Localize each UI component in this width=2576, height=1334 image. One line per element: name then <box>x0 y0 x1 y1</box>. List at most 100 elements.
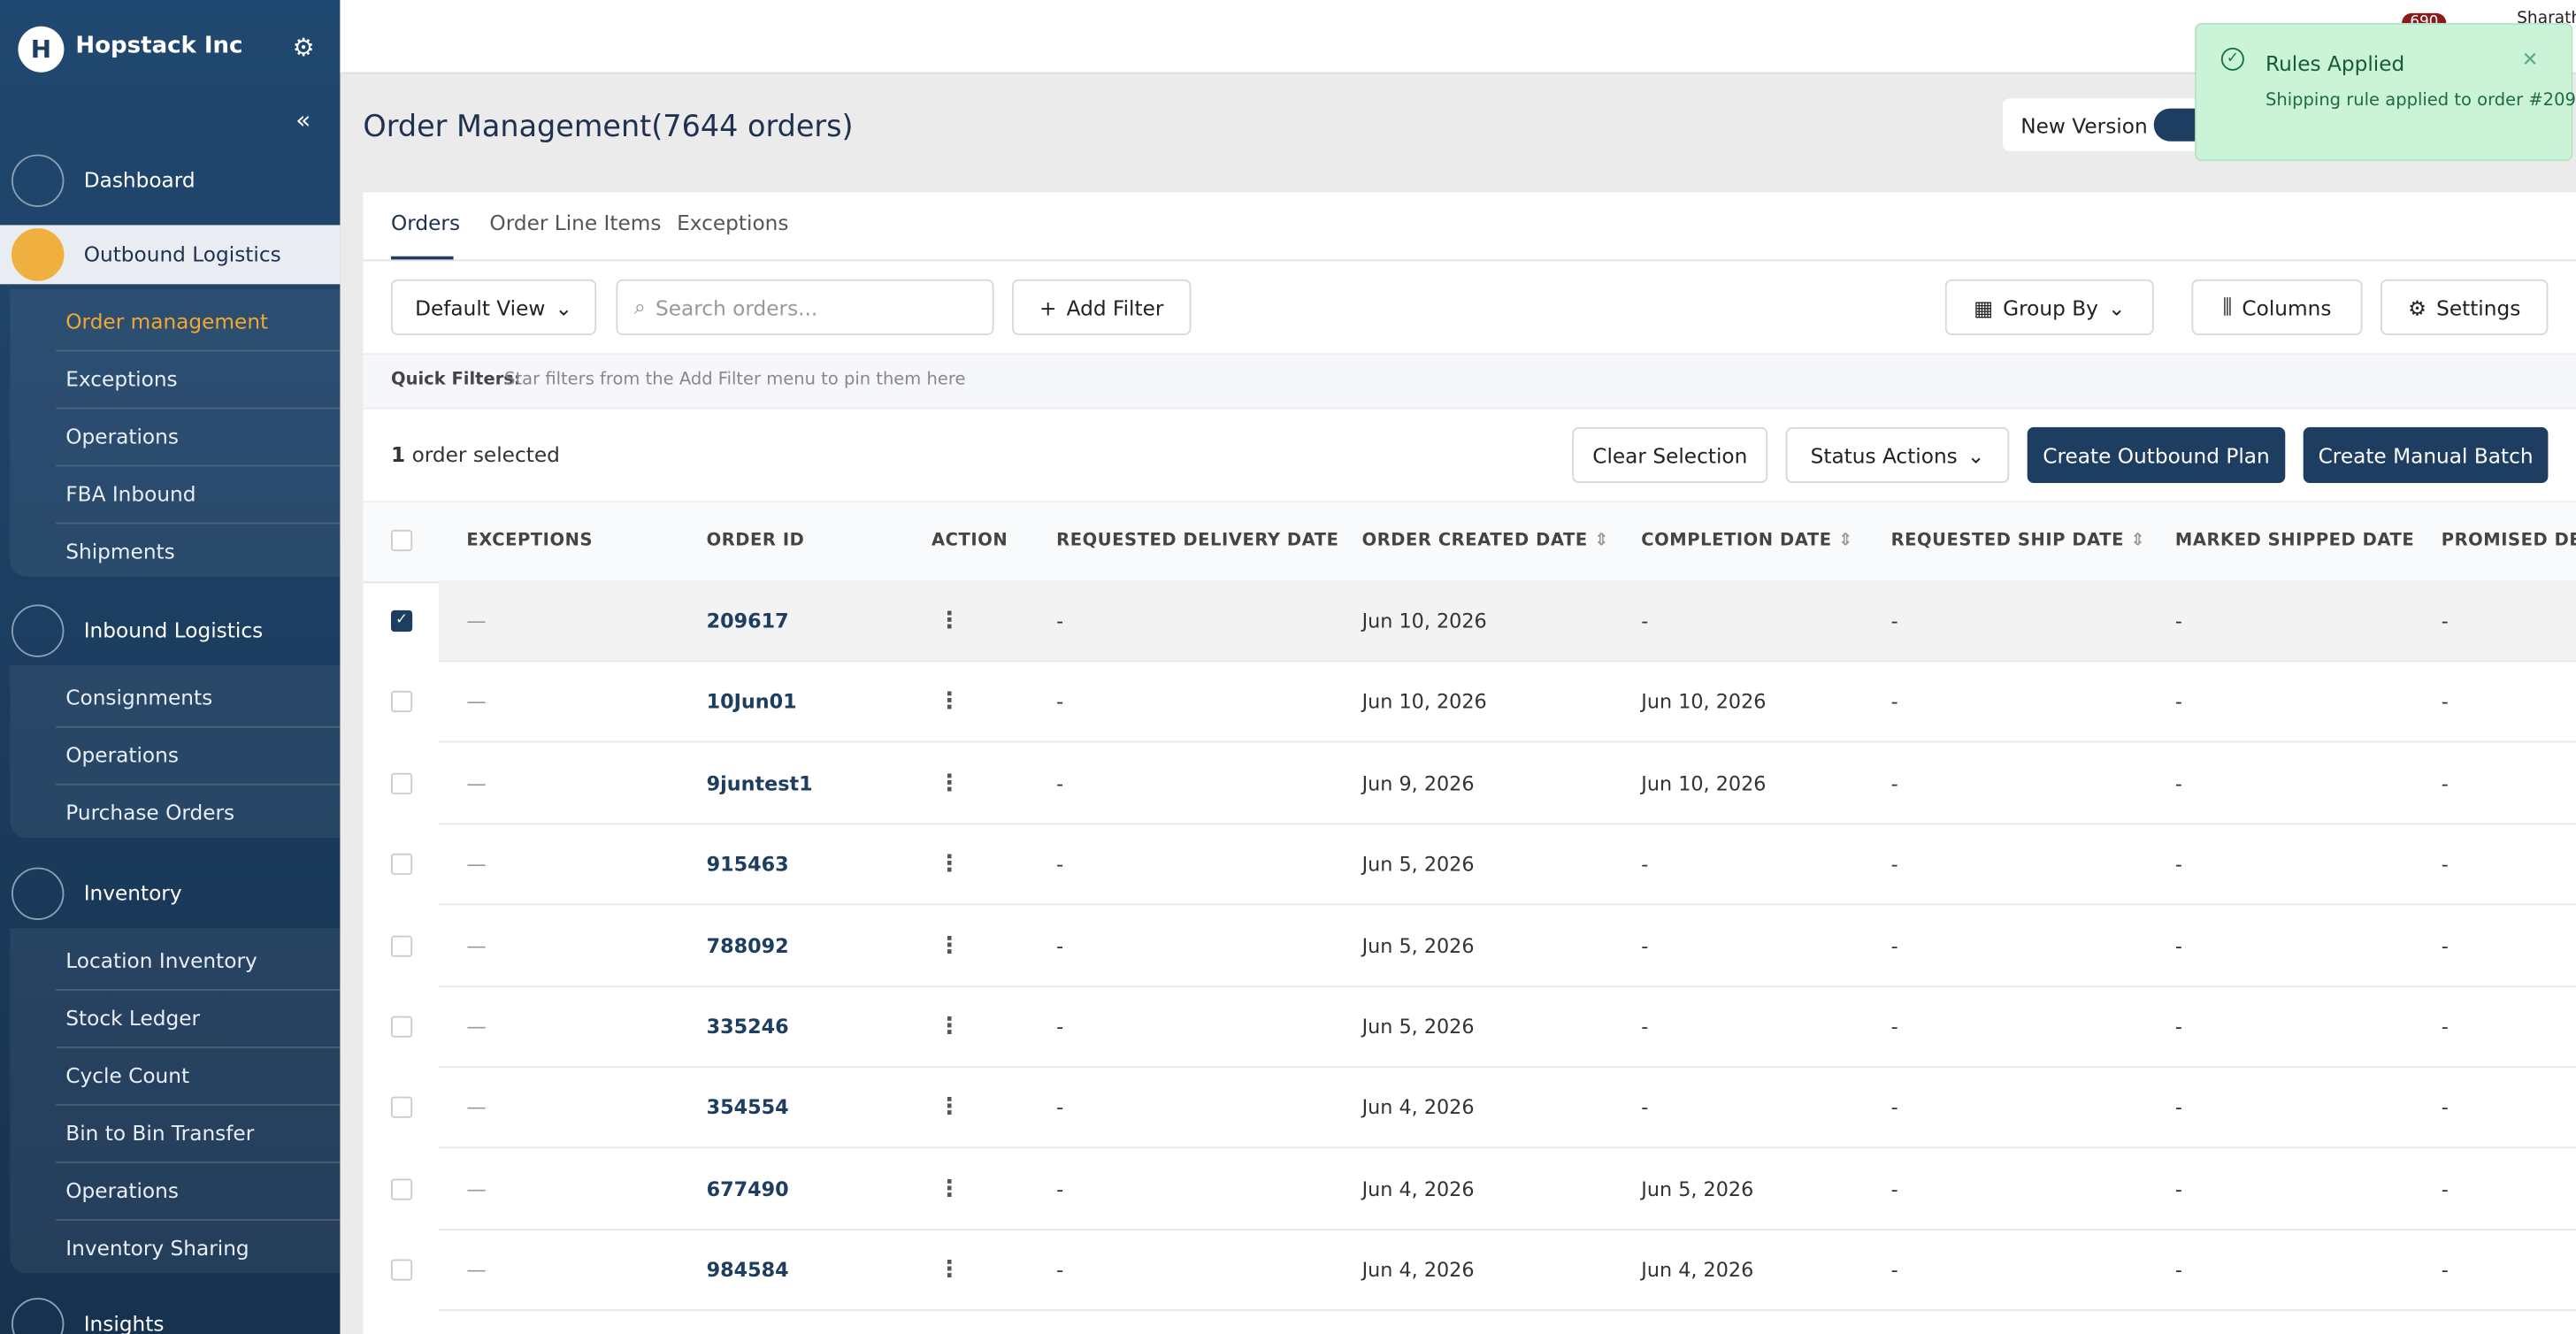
row-divider <box>438 823 2576 824</box>
row-divider <box>438 660 2576 663</box>
row-divider <box>438 1147 2576 1149</box>
nav-divider <box>56 989 341 991</box>
selection-text: order selected <box>411 441 560 467</box>
nav-divider <box>56 1162 341 1163</box>
row-action[interactable]: ⋮ <box>938 1013 962 1040</box>
nav-icon <box>12 1298 65 1334</box>
row-checkbox[interactable] <box>391 1259 413 1281</box>
nav-item[interactable]: Purchase Orders <box>65 800 235 825</box>
nav-item[interactable]: Shipments <box>65 539 175 564</box>
selection-button[interactable]: Status Actions ⌄ <box>1785 426 2010 484</box>
nav-item[interactable]: Operations <box>65 424 179 449</box>
header-checkbox[interactable] <box>391 529 413 552</box>
order-id[interactable]: 9juntest1 <box>706 771 813 795</box>
cell: - <box>1056 933 1064 957</box>
cell: - <box>1056 1258 1064 1282</box>
row-action[interactable]: ⋮ <box>938 932 962 959</box>
tab[interactable]: Order Line Items <box>489 210 662 235</box>
search-input[interactable]: ⌕ Search orders... <box>616 279 994 335</box>
nav-divider <box>56 522 341 525</box>
order-id[interactable]: 335246 <box>706 1015 789 1039</box>
add-filter-label: Add Filter <box>1066 295 1164 320</box>
nav-item[interactable]: Order management <box>65 309 269 334</box>
nav-item[interactable]: Bin to Bin Transfer <box>65 1120 255 1146</box>
add-filter-button[interactable]: + Add Filter <box>1012 279 1192 335</box>
tab[interactable]: Exceptions <box>677 210 789 235</box>
selection-button[interactable]: Clear Selection <box>1572 426 1768 484</box>
columns-button[interactable]: ⫼ Columns <box>2191 279 2363 335</box>
quick-filters-label: Quick Filters: <box>391 369 521 390</box>
row-action[interactable]: ⋮ <box>938 608 962 634</box>
cell: — <box>466 771 487 795</box>
collapse-icon[interactable]: « <box>295 104 311 135</box>
tab[interactable]: Orders <box>391 210 461 235</box>
nav-item[interactable]: Operations <box>65 742 179 768</box>
nav-divider <box>56 1219 341 1221</box>
row-checkbox[interactable] <box>391 1016 413 1038</box>
cell: - <box>1641 1015 1649 1039</box>
cell: - <box>2174 690 2182 714</box>
nav-section[interactable]: Inbound Logistics <box>83 617 264 643</box>
nav-section[interactable]: Inventory <box>83 880 182 906</box>
row-checkbox[interactable] <box>391 1178 413 1200</box>
nav-item[interactable]: Operations <box>65 1177 179 1203</box>
selection-info: 1 order selected <box>391 442 560 467</box>
row-action[interactable]: ⋮ <box>938 1176 962 1203</box>
nav-divider <box>56 407 341 410</box>
toast-close[interactable]: ✕ <box>2521 47 2539 71</box>
nav-item[interactable]: FBA Inbound <box>65 481 196 507</box>
cell: - <box>1056 690 1064 714</box>
row-checkbox[interactable] <box>391 691 413 713</box>
cell: Jun 10, 2026 <box>1641 771 1767 795</box>
nav-item[interactable]: Stock Ledger <box>65 1005 201 1031</box>
row-checkbox[interactable] <box>391 1097 413 1119</box>
cell: - <box>1056 1015 1064 1039</box>
toggle-label: New Version <box>2020 113 2148 139</box>
order-id[interactable]: 209617 <box>706 610 789 633</box>
cell: - <box>1890 853 1898 877</box>
row-checkbox[interactable] <box>391 934 413 957</box>
settings-icon[interactable]: ⚙ <box>292 33 315 63</box>
nav-item[interactable]: Exceptions <box>65 366 178 392</box>
cell: - <box>2174 771 2182 795</box>
cell: - <box>1641 1096 1649 1120</box>
row-action[interactable]: ⋮ <box>938 770 962 797</box>
nav-divider <box>56 349 341 352</box>
nav-section[interactable]: Outbound Logistics <box>83 242 281 266</box>
row-selected-bg <box>438 579 2576 661</box>
settings-button[interactable]: ⚙ Settings <box>2380 279 2549 335</box>
nav-divider <box>56 464 341 467</box>
order-id[interactable]: 354554 <box>706 1096 789 1120</box>
order-id[interactable]: 677490 <box>706 1177 789 1201</box>
nav-item[interactable]: Consignments <box>65 685 213 710</box>
cell: Jun 10, 2026 <box>1361 610 1487 633</box>
cell: Jun 10, 2026 <box>1641 690 1767 714</box>
row-action[interactable]: ⋮ <box>938 688 962 716</box>
nav-section[interactable]: Dashboard <box>83 167 196 193</box>
cell: - <box>1890 1177 1898 1201</box>
quick-filters-bar: Quick Filters: Star filters from the Add… <box>363 353 2576 410</box>
row-action[interactable]: ⋮ <box>938 1094 962 1122</box>
nav-item[interactable]: Location Inventory <box>65 947 257 973</box>
row-checkbox[interactable] <box>391 854 413 876</box>
cell: — <box>466 1015 487 1039</box>
nav-item[interactable]: Inventory Sharing <box>65 1235 249 1261</box>
selection-button[interactable]: Create Outbound Plan <box>2027 426 2286 484</box>
selection-button[interactable]: Create Manual Batch <box>2303 426 2549 484</box>
order-id[interactable]: 915463 <box>706 853 789 877</box>
view-dropdown[interactable]: Default View ⌄ <box>391 279 597 335</box>
nav-item[interactable]: Cycle Count <box>65 1062 190 1088</box>
row-checkbox[interactable]: ✓ <box>391 610 413 632</box>
cell: Jun 5, 2026 <box>1641 1177 1754 1201</box>
order-id[interactable]: 10Jun01 <box>706 690 797 714</box>
row-action[interactable]: ⋮ <box>938 851 962 878</box>
row-action[interactable]: ⋮ <box>938 1257 962 1284</box>
group-by-button[interactable]: ▦ Group By ⌄ <box>1944 279 2154 335</box>
row-checkbox[interactable] <box>391 772 413 794</box>
order-id[interactable]: 984584 <box>706 1258 789 1282</box>
cell: - <box>1890 1096 1898 1120</box>
nav-section[interactable]: Insights <box>83 1311 165 1334</box>
order-id[interactable]: 788092 <box>706 933 789 957</box>
page-title: Order Management(7644 orders) <box>363 110 854 145</box>
cell: - <box>1056 771 1064 795</box>
